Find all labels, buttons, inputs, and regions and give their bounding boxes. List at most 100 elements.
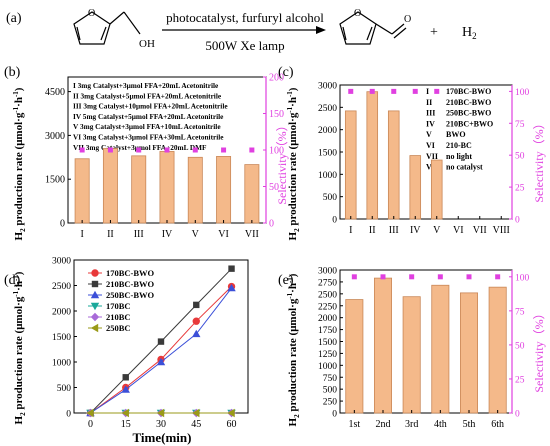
legend-entry: 250BC <box>106 323 131 333</box>
selectivity-marker <box>348 88 354 94</box>
chart-panel-d: (d) H2 production rate (μmol·g-1·h-1) Ti… <box>4 257 249 445</box>
bar <box>409 155 422 220</box>
panel-label-d: (d) <box>4 273 21 288</box>
x-tick-label: 6th <box>491 419 504 430</box>
y2-axis-label: Selectivity（%） <box>275 119 289 204</box>
x-tick-label: VII <box>245 229 259 240</box>
selectivity-marker <box>221 147 227 153</box>
y2-tick-label: 150 <box>269 109 284 120</box>
legend-numeral: VII <box>426 152 438 161</box>
bar <box>402 296 421 414</box>
x-tick-label: 5th <box>463 419 476 430</box>
legend-entry: I 3mg Catalyst+3μmol FFA+20mL Acetonitri… <box>73 81 219 90</box>
arrow-head <box>316 26 326 34</box>
legend-entry: 170BC-BWO <box>446 87 491 96</box>
y-tick-label: 250 <box>323 398 338 408</box>
y-tick-label: 500 <box>57 384 72 394</box>
y2-tick-label: 75 <box>515 120 525 130</box>
bar <box>430 159 443 220</box>
selectivity-marker <box>391 88 397 94</box>
plus-sign: + <box>430 25 438 40</box>
selectivity-marker <box>412 88 418 94</box>
bar <box>131 155 147 224</box>
hydroxyl-label: OH <box>139 38 155 50</box>
legend: I 170BC-BWO II 210BC-BWO III 250BC-BWO IV 210BC… <box>426 87 493 172</box>
x-tick-label: IV <box>162 229 173 240</box>
bar <box>216 156 232 224</box>
bar <box>366 91 379 220</box>
y2-tick-label: 0 <box>269 219 274 230</box>
legend-entry: 210BC-BWO <box>106 279 155 289</box>
selectivity-marker <box>107 147 113 153</box>
legend-entry: 210BC+BWO <box>446 119 493 128</box>
data-point <box>227 408 235 418</box>
y-tick-label: 2250 <box>318 302 337 312</box>
bar <box>187 156 203 224</box>
legend-marker <box>90 323 99 333</box>
y2-tick-label: 0 <box>515 216 520 226</box>
data-point <box>192 329 201 338</box>
x-tick-label: V <box>192 229 200 240</box>
legend-numeral: VI <box>426 141 435 150</box>
x-tick-label: VI <box>218 229 229 240</box>
bar <box>102 148 118 224</box>
y-tick-label: 3000 <box>52 257 71 267</box>
y-tick-label: 500 <box>323 386 338 396</box>
selectivity-marker <box>369 88 375 94</box>
y2-tick-label: 25 <box>515 375 525 385</box>
carbonyl-oxygen-label: O <box>404 14 411 25</box>
y2-tick-label: 100 <box>269 146 284 157</box>
legend-numeral: I <box>426 87 429 96</box>
x-tick-label: 2nd <box>376 419 391 430</box>
y-tick-label: 1250 <box>318 350 337 360</box>
y-tick-label: 0 <box>60 219 65 230</box>
selectivity-marker <box>192 147 198 153</box>
y-tick-label: 2500 <box>52 282 71 292</box>
ring-oxygen-label: O <box>354 8 361 19</box>
y-tick-label: 3000 <box>45 131 65 142</box>
panel-label-c: (c) <box>278 65 294 80</box>
reaction-scheme: (a) O OH photocatalyst, furfuryl alcohol… <box>6 8 477 53</box>
y2-tick-label: 50 <box>515 152 525 162</box>
y2-tick-label: 100 <box>515 88 530 98</box>
legend-marker <box>90 290 100 299</box>
legend-entry: V 3mg Catalyst+3μmol FFA+10mL Acetonitri… <box>73 122 221 131</box>
ring-oxygen-label: O <box>88 8 95 19</box>
oh-bond <box>123 11 141 35</box>
carbonyl-bond <box>393 27 407 39</box>
y-tick-label: 2500 <box>318 104 337 114</box>
conditions-bottom: 500W Xe lamp <box>205 38 284 53</box>
h2-product: H2 <box>462 25 477 41</box>
legend-numeral: V <box>426 130 432 139</box>
data-point <box>156 408 165 418</box>
panel-label-b: (b) <box>4 65 21 80</box>
x-tick-label: 15 <box>121 419 131 430</box>
x-tick-label: 3rd <box>405 419 418 430</box>
legend-entry: 210-BC <box>446 141 472 150</box>
legend-entry: II 3mg Catalyst+5μmol FFA+20mL Acetonitr… <box>73 91 222 100</box>
x-axis-label: Time(min) <box>133 430 192 445</box>
y-tick-label: 1000 <box>318 171 337 181</box>
data-point <box>122 374 129 381</box>
plot-frame <box>73 259 249 414</box>
panel-label-a: (a) <box>6 11 22 26</box>
y-tick-label: 1500 <box>45 175 65 186</box>
legend-marker <box>91 280 99 288</box>
data-point <box>121 385 130 393</box>
bar <box>344 110 357 220</box>
y-axis-label: H2 production rate (μmol·g-1·h-1) <box>12 271 27 424</box>
conditions-top: photocatalyst, furfuryl alcohol <box>166 10 324 25</box>
selectivity-marker <box>79 147 85 153</box>
data-point <box>156 357 166 366</box>
y-tick-label: 1500 <box>318 149 337 159</box>
bar <box>244 164 260 224</box>
x-tick-label: II <box>107 229 114 240</box>
bar <box>387 110 400 220</box>
selectivity-marker <box>437 274 443 280</box>
x-tick-label: 1st <box>348 419 360 430</box>
x-tick-label: III <box>389 225 399 236</box>
furfuryl-alcohol-structure <box>73 11 141 45</box>
legend-marker <box>91 269 99 277</box>
x-tick-label: V <box>433 225 441 236</box>
